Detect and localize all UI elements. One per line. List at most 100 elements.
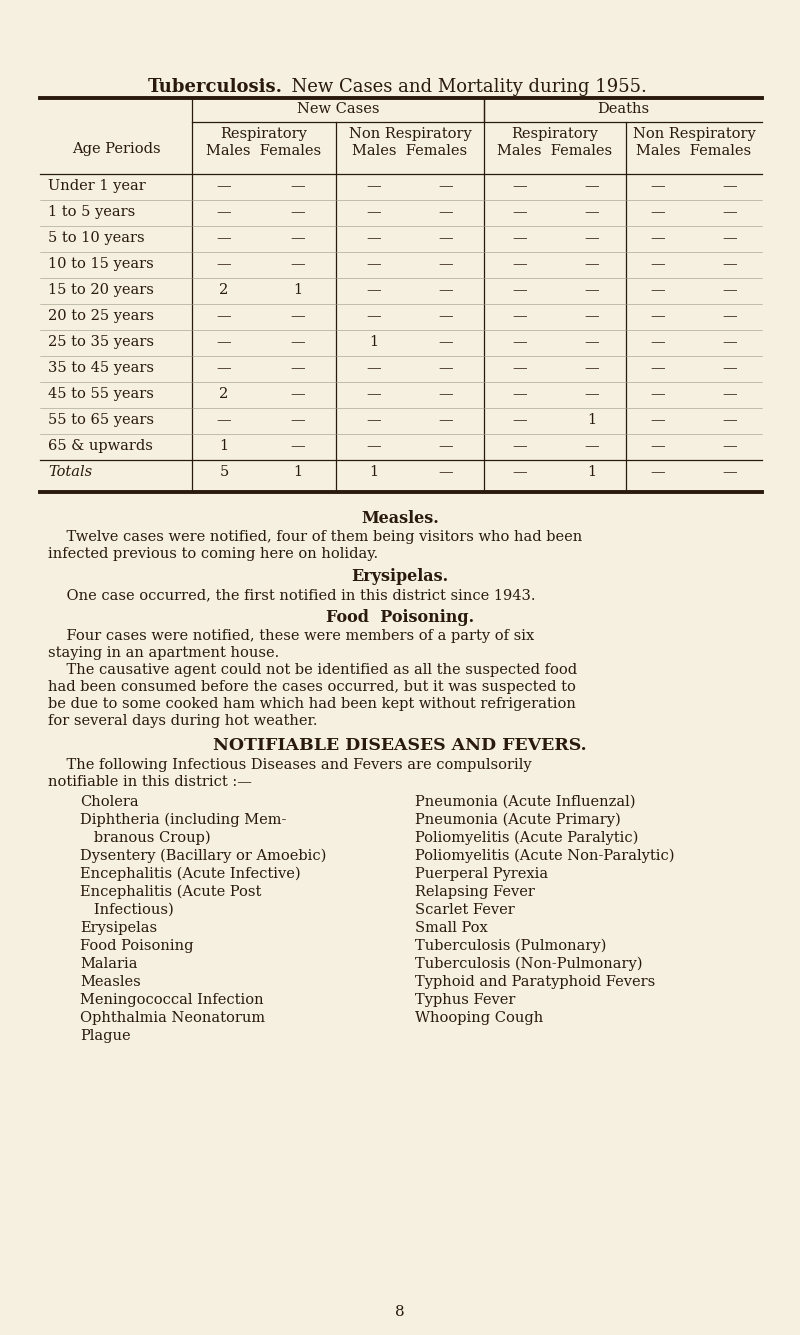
Text: —: — bbox=[366, 231, 382, 246]
Text: —: — bbox=[513, 283, 527, 296]
Text: Cholera: Cholera bbox=[80, 796, 138, 809]
Text: —: — bbox=[438, 413, 454, 427]
Text: Erysipelas: Erysipelas bbox=[80, 921, 157, 934]
Text: —: — bbox=[650, 258, 666, 271]
Text: Encephalitis (Acute Post: Encephalitis (Acute Post bbox=[80, 885, 262, 900]
Text: —: — bbox=[366, 413, 382, 427]
Text: Males  Females: Males Females bbox=[637, 144, 751, 158]
Text: 1: 1 bbox=[587, 465, 597, 479]
Text: 25 to 35 years: 25 to 35 years bbox=[48, 335, 154, 348]
Text: —: — bbox=[585, 231, 599, 246]
Text: Under 1 year: Under 1 year bbox=[48, 179, 146, 194]
Text: —: — bbox=[722, 335, 738, 348]
Text: —: — bbox=[650, 360, 666, 375]
Text: —: — bbox=[513, 360, 527, 375]
Text: notifiable in this district :—: notifiable in this district :— bbox=[48, 776, 252, 789]
Text: —: — bbox=[438, 439, 454, 453]
Text: —: — bbox=[290, 335, 306, 348]
Text: —: — bbox=[513, 231, 527, 246]
Text: —: — bbox=[438, 179, 454, 194]
Text: —: — bbox=[585, 179, 599, 194]
Text: Tuberculosis.: Tuberculosis. bbox=[148, 77, 283, 96]
Text: —: — bbox=[290, 206, 306, 219]
Text: —: — bbox=[290, 360, 306, 375]
Text: —: — bbox=[585, 258, 599, 271]
Text: —: — bbox=[722, 308, 738, 323]
Text: 5: 5 bbox=[219, 465, 229, 479]
Text: infected previous to coming here on holiday.: infected previous to coming here on holi… bbox=[48, 547, 378, 561]
Text: Twelve cases were notified, four of them being visitors who had been: Twelve cases were notified, four of them… bbox=[48, 530, 582, 543]
Text: Non Respiratory: Non Respiratory bbox=[349, 127, 471, 142]
Text: —: — bbox=[438, 206, 454, 219]
Text: —: — bbox=[438, 308, 454, 323]
Text: 10 to 15 years: 10 to 15 years bbox=[48, 258, 154, 271]
Text: 1: 1 bbox=[587, 413, 597, 427]
Text: —: — bbox=[722, 206, 738, 219]
Text: —: — bbox=[366, 308, 382, 323]
Text: Plague: Plague bbox=[80, 1029, 130, 1043]
Text: —: — bbox=[438, 283, 454, 296]
Text: The following Infectious Diseases and Fevers are compulsorily: The following Infectious Diseases and Fe… bbox=[48, 758, 532, 772]
Text: Measles: Measles bbox=[80, 975, 141, 989]
Text: Meningococcal Infection: Meningococcal Infection bbox=[80, 993, 264, 1007]
Text: 1: 1 bbox=[370, 335, 378, 348]
Text: —: — bbox=[513, 179, 527, 194]
Text: Males  Females: Males Females bbox=[353, 144, 467, 158]
Text: —: — bbox=[513, 335, 527, 348]
Text: —: — bbox=[585, 308, 599, 323]
Text: —: — bbox=[650, 465, 666, 479]
Text: —: — bbox=[722, 413, 738, 427]
Text: Food Poisoning: Food Poisoning bbox=[80, 939, 194, 953]
Text: —: — bbox=[722, 258, 738, 271]
Text: 1: 1 bbox=[294, 465, 302, 479]
Text: Dysentery (Bacillary or Amoebic): Dysentery (Bacillary or Amoebic) bbox=[80, 849, 326, 864]
Text: —: — bbox=[438, 387, 454, 400]
Text: —: — bbox=[585, 360, 599, 375]
Text: —: — bbox=[366, 439, 382, 453]
Text: —: — bbox=[366, 283, 382, 296]
Text: —: — bbox=[366, 360, 382, 375]
Text: be due to some cooked ham which had been kept without refrigeration: be due to some cooked ham which had been… bbox=[48, 697, 576, 712]
Text: —: — bbox=[366, 258, 382, 271]
Text: Small Pox: Small Pox bbox=[415, 921, 488, 934]
Text: —: — bbox=[722, 360, 738, 375]
Text: 55 to 65 years: 55 to 65 years bbox=[48, 413, 154, 427]
Text: Malaria: Malaria bbox=[80, 957, 138, 971]
Text: Typhus Fever: Typhus Fever bbox=[415, 993, 515, 1007]
Text: —: — bbox=[585, 206, 599, 219]
Text: —: — bbox=[217, 308, 231, 323]
Text: —: — bbox=[650, 308, 666, 323]
Text: had been consumed before the cases occurred, but it was suspected to: had been consumed before the cases occur… bbox=[48, 680, 576, 694]
Text: —: — bbox=[585, 439, 599, 453]
Text: Tuberculosis (Pulmonary): Tuberculosis (Pulmonary) bbox=[415, 939, 606, 953]
Text: Totals: Totals bbox=[48, 465, 92, 479]
Text: —: — bbox=[290, 231, 306, 246]
Text: —: — bbox=[290, 387, 306, 400]
Text: —: — bbox=[722, 439, 738, 453]
Text: Males  Females: Males Females bbox=[206, 144, 322, 158]
Text: 1: 1 bbox=[370, 465, 378, 479]
Text: Respiratory: Respiratory bbox=[511, 127, 598, 142]
Text: One case occurred, the first notified in this district since 1943.: One case occurred, the first notified in… bbox=[48, 587, 535, 602]
Text: —: — bbox=[585, 335, 599, 348]
Text: —: — bbox=[290, 258, 306, 271]
Text: —: — bbox=[290, 439, 306, 453]
Text: —: — bbox=[722, 231, 738, 246]
Text: —: — bbox=[585, 387, 599, 400]
Text: 15 to 20 years: 15 to 20 years bbox=[48, 283, 154, 296]
Text: Infectious): Infectious) bbox=[80, 902, 174, 917]
Text: NOTIFIABLE DISEASES AND FEVERS.: NOTIFIABLE DISEASES AND FEVERS. bbox=[213, 737, 587, 754]
Text: —: — bbox=[217, 231, 231, 246]
Text: 35 to 45 years: 35 to 45 years bbox=[48, 360, 154, 375]
Text: Poliomyelitis (Acute Paralytic): Poliomyelitis (Acute Paralytic) bbox=[415, 830, 638, 845]
Text: —: — bbox=[513, 206, 527, 219]
Text: staying in an apartment house.: staying in an apartment house. bbox=[48, 646, 279, 659]
Text: —: — bbox=[438, 465, 454, 479]
Text: —: — bbox=[513, 465, 527, 479]
Text: —: — bbox=[217, 206, 231, 219]
Text: —: — bbox=[722, 283, 738, 296]
Text: Measles.: Measles. bbox=[361, 510, 439, 527]
Text: —: — bbox=[722, 465, 738, 479]
Text: Pneumonia (Acute Primary): Pneumonia (Acute Primary) bbox=[415, 813, 621, 828]
Text: Four cases were notified, these were members of a party of six: Four cases were notified, these were mem… bbox=[48, 629, 534, 643]
